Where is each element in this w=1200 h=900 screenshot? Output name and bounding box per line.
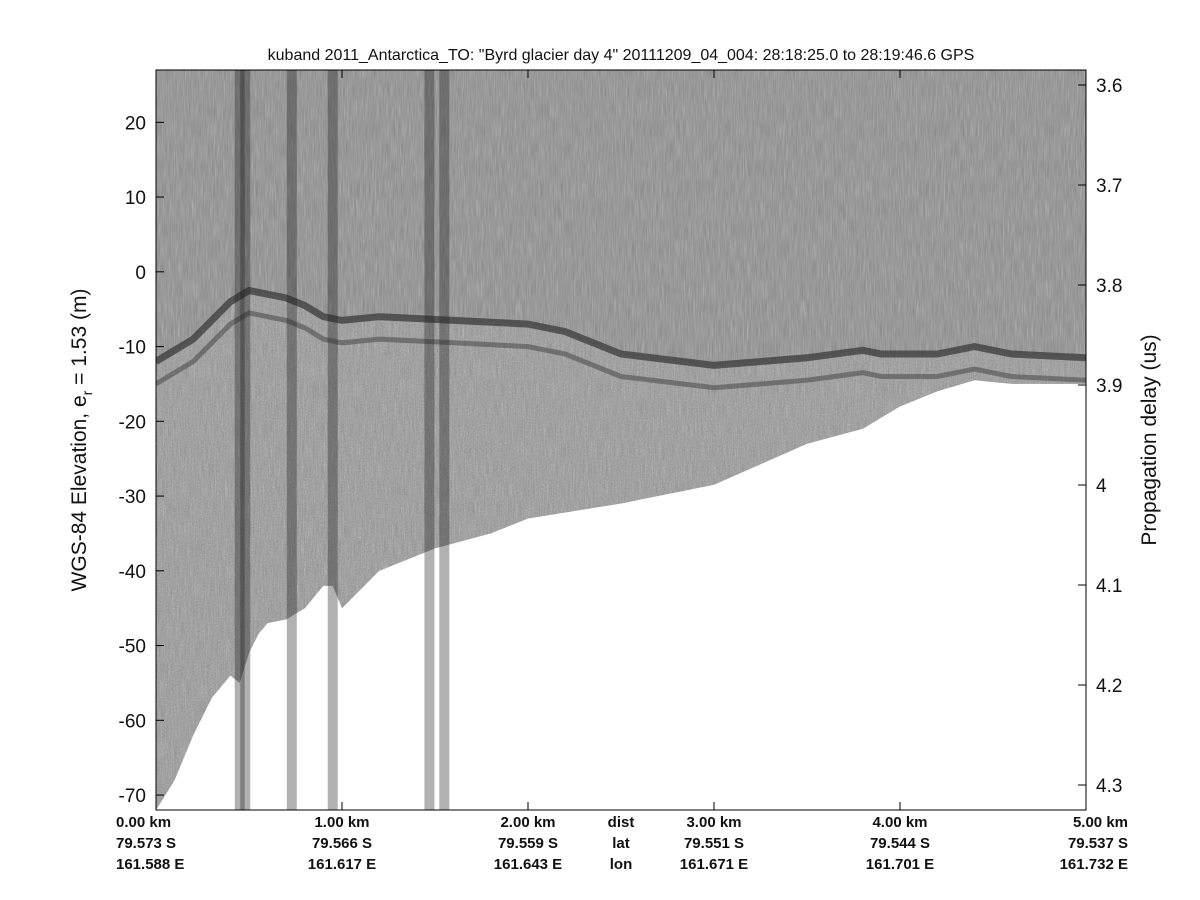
x-lat-label-4: 79.544 S bbox=[870, 835, 930, 852]
y-tick-label-3: -10 bbox=[119, 338, 146, 359]
row-label-lon: lon bbox=[610, 856, 633, 873]
x-dist-label-2: 2.00 km bbox=[500, 814, 555, 831]
bottom-axis-label-rows: dist 0.00 km 1.00 km 2.00 km 3.00 km 4.00 km 5… bbox=[116, 814, 1128, 873]
dark-column-4 bbox=[424, 70, 435, 810]
y-tick-label-0: 20 bbox=[125, 113, 146, 134]
y-tick-label-6: -40 bbox=[119, 562, 146, 583]
y2-tick-label-5: 4.1 bbox=[1096, 576, 1122, 597]
internal-layer-band bbox=[156, 310, 1086, 391]
echogram-image bbox=[156, 70, 1086, 810]
right-y-axis-label: Propagation delay (us) bbox=[1138, 334, 1161, 545]
y-axis-label-tail: = 1.53 (m) bbox=[68, 289, 91, 391]
dark-column-0 bbox=[234, 70, 245, 810]
x-lat-label-0: 79.573 S bbox=[116, 835, 176, 852]
chart-title: kuband 2011_Antarctica_TO: "Byrd glacier… bbox=[268, 47, 975, 64]
y-axis-label: WGS-84 Elevation, er = 1.53 (m) bbox=[68, 289, 95, 592]
y-tick-label-5: -30 bbox=[119, 487, 146, 508]
y-tick-label-9: -70 bbox=[119, 786, 146, 807]
y-tick-label-8: -60 bbox=[119, 711, 146, 732]
left-y-axis: 20 10 0 -10 -20 -30 -40 -50 -60 -70 bbox=[119, 113, 164, 807]
y2-tick-label-4: 4 bbox=[1096, 476, 1107, 497]
y2-tick-label-2: 3.8 bbox=[1096, 276, 1122, 297]
right-y-axis: 3.6 3.7 3.8 3.9 4 4.1 4.2 4.3 bbox=[1078, 76, 1122, 797]
dark-column-2 bbox=[286, 70, 297, 810]
x-lon-label-4: 161.701 E bbox=[866, 856, 934, 873]
x-lon-label-3: 161.671 E bbox=[680, 856, 748, 873]
y2-tick-label-1: 3.7 bbox=[1096, 176, 1122, 197]
y2-tick-label-7: 4.3 bbox=[1096, 776, 1122, 797]
row-label-dist: dist bbox=[608, 814, 635, 831]
y2-tick-label-0: 3.6 bbox=[1096, 76, 1122, 97]
subsurface-speckle bbox=[156, 290, 1086, 810]
y-tick-label-7: -50 bbox=[119, 637, 146, 658]
y-tick-label-1: 10 bbox=[125, 188, 146, 209]
x-lon-label-2: 161.643 E bbox=[494, 856, 562, 873]
x-dist-label-0: 0.00 km bbox=[116, 814, 171, 831]
bright-column-group bbox=[234, 70, 450, 810]
x-dist-label-1: 1.00 km bbox=[314, 814, 369, 831]
x-lat-label-2: 79.559 S bbox=[498, 835, 558, 852]
x-lat-label-5: 79.537 S bbox=[1068, 835, 1128, 852]
x-lat-label-3: 79.551 S bbox=[684, 835, 744, 852]
surface-reflection-band bbox=[156, 286, 1086, 369]
x-dist-label-3: 3.00 km bbox=[686, 814, 741, 831]
x-lon-label-5: 161.732 E bbox=[1060, 856, 1128, 873]
x-lat-label-1: 79.566 S bbox=[312, 835, 372, 852]
x-lon-label-0: 161.588 E bbox=[116, 856, 184, 873]
dark-column-3 bbox=[327, 70, 338, 810]
row-label-lat: lat bbox=[612, 835, 630, 852]
dark-column-1 bbox=[240, 70, 251, 810]
bottom-x-axis bbox=[155, 70, 1087, 810]
dark-column-5 bbox=[439, 70, 450, 810]
y2-tick-label-3: 3.9 bbox=[1096, 376, 1122, 397]
y-tick-label-2: 0 bbox=[135, 263, 146, 284]
plot-area-frame bbox=[155, 69, 1087, 811]
y-axis-label-subscript: r bbox=[79, 390, 95, 395]
x-dist-label-4: 4.00 km bbox=[872, 814, 927, 831]
x-lon-label-1: 161.617 E bbox=[308, 856, 376, 873]
y-tick-label-4: -20 bbox=[119, 412, 146, 433]
y2-tick-label-6: 4.2 bbox=[1096, 676, 1122, 697]
x-dist-label-5: 5.00 km bbox=[1073, 814, 1128, 831]
